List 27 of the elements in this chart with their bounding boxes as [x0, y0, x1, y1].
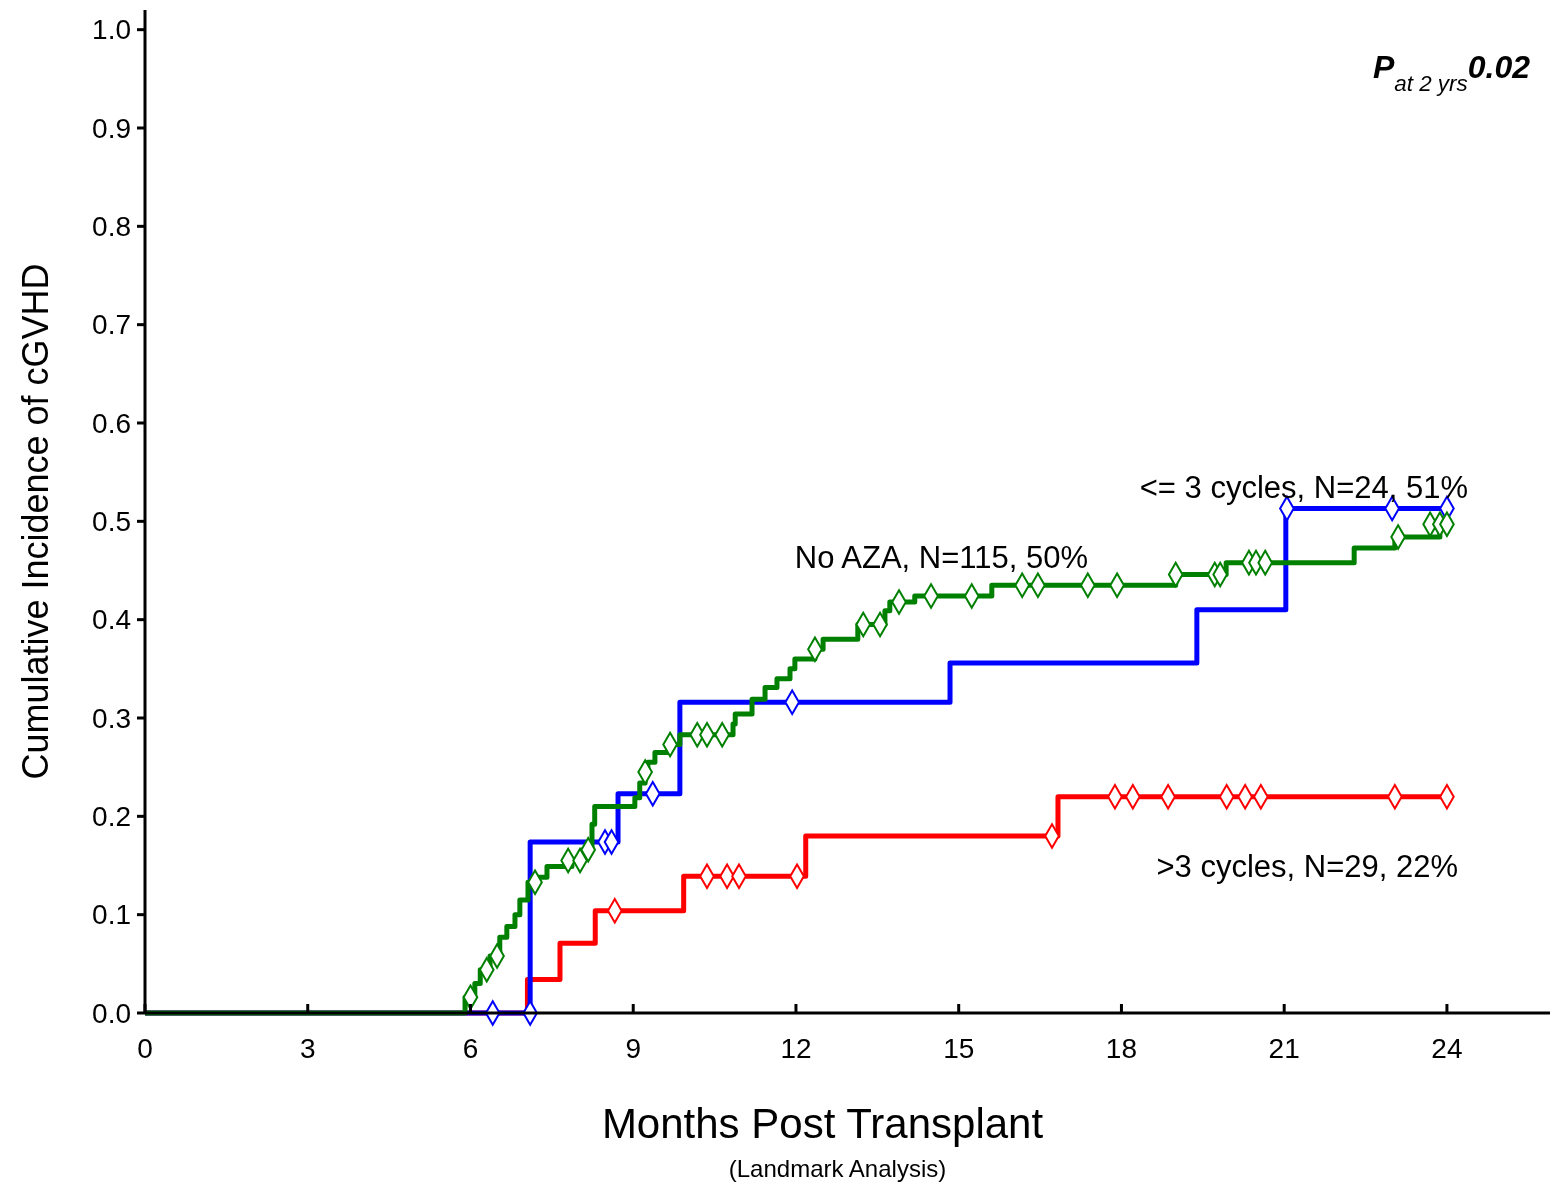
y-tick-label: 0.6 [92, 407, 131, 439]
x-axis-title: Months Post Transplant [601, 1100, 1044, 1147]
x-tick-label: 6 [462, 1033, 479, 1064]
x-tick-label: 12 [780, 1033, 812, 1064]
x-tick-label: 15 [943, 1033, 975, 1064]
x-tick-label: 24 [1431, 1033, 1463, 1064]
x-tick-label: 18 [1105, 1033, 1138, 1064]
text: (Landmark Analysis) [728, 1155, 947, 1182]
y-tick-label: 0.5 [92, 506, 131, 538]
y-axis-title: Cumulative Incidence of cGVHD [15, 263, 56, 780]
series-label: No AZA, N=115, 50% [794, 539, 1088, 575]
y-tick-label: 0.1 [92, 899, 131, 931]
y-tick-label: 1.0 [92, 14, 131, 46]
x-tick-label: 0 [137, 1033, 153, 1064]
x-tick-label: 21 [1268, 1033, 1300, 1064]
y-tick-label: 0.2 [92, 801, 131, 833]
annotation: P$_{at 2 yrs}$0.02 [1372, 49, 1531, 96]
series-label: <= 3 cycles, N=24, 51% [1139, 469, 1468, 505]
y-tick-label: 0.8 [92, 211, 131, 243]
x-tick-label: 3 [299, 1033, 316, 1064]
x-tick-label: 9 [625, 1033, 642, 1064]
y-tick-label: 0.3 [92, 702, 131, 734]
y-tick-label: 0.9 [92, 112, 131, 144]
y-tick-label: 0.7 [92, 309, 131, 341]
y-tick-label: 0.0 [92, 997, 131, 1029]
y-tick-label: 0.4 [92, 604, 131, 636]
series-label: >3 cycles, N=29, 22% [1156, 848, 1458, 884]
